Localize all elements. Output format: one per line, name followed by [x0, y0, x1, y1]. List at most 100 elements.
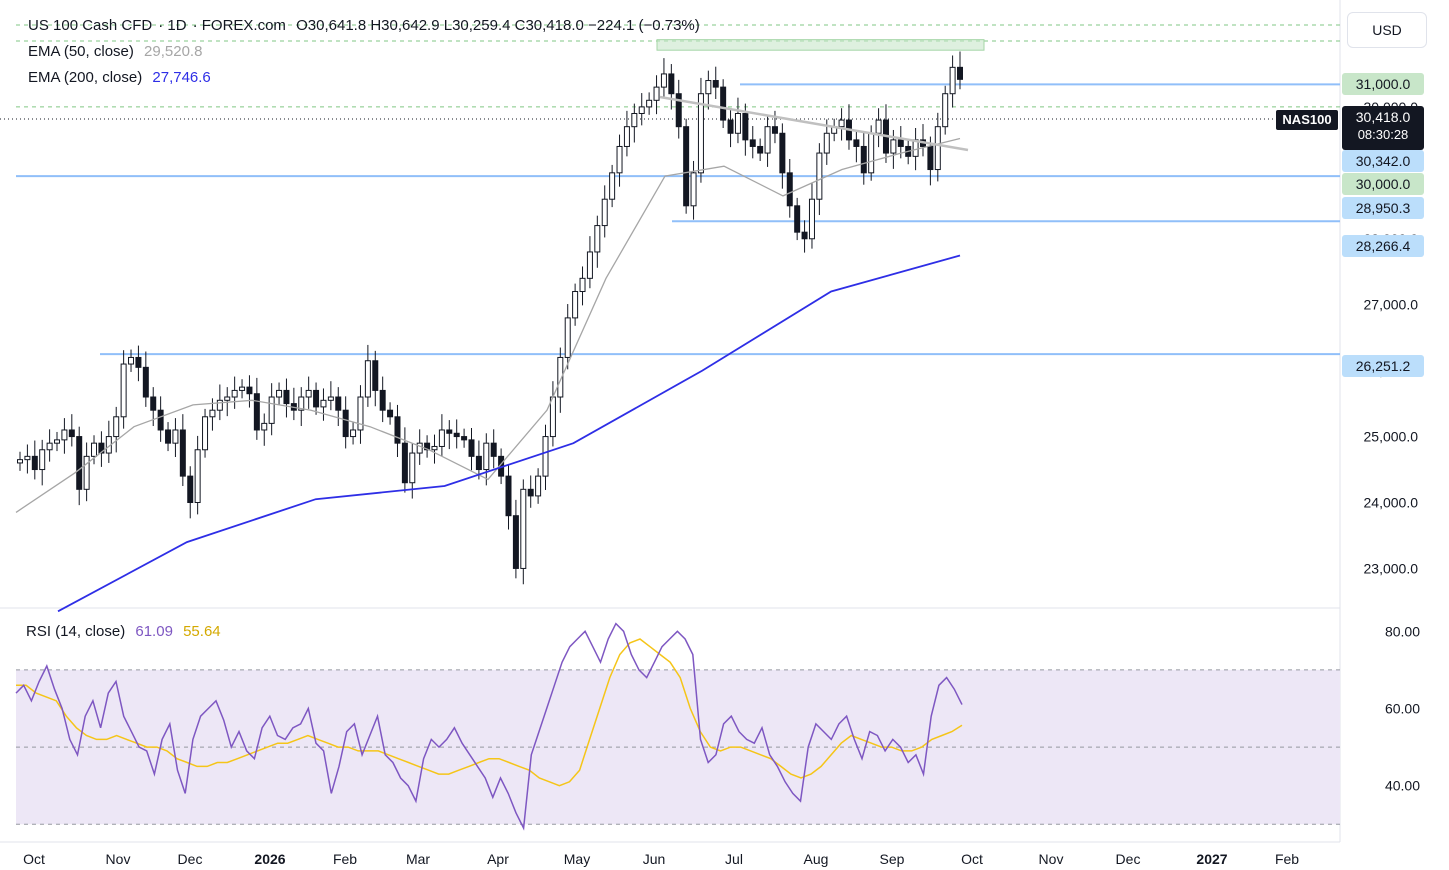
candle-body [572, 291, 579, 319]
candle-body [771, 126, 778, 134]
candle-body [549, 396, 556, 438]
candle-body [350, 429, 357, 438]
time-tick-label: 2026 [254, 851, 285, 867]
price-tick-label: 24,000.0 [1364, 495, 1419, 511]
candle-body [364, 360, 371, 398]
candle-body [372, 360, 379, 391]
candle-body [646, 99, 653, 108]
time-tick-label: Aug [804, 851, 829, 867]
candle-body [734, 112, 741, 134]
candle-body [631, 112, 638, 128]
candle-body [520, 488, 527, 569]
candle-body [194, 449, 201, 504]
rsi-tick-label: 80.00 [1385, 623, 1420, 639]
time-tick-label: Nov [1039, 851, 1064, 867]
symbol-badge: NAS100 [1276, 110, 1338, 130]
level-label-31000: 31,000.0 [1342, 73, 1424, 95]
symbol-name: US 100 Cash CFD [28, 17, 153, 34]
candle-body [764, 126, 771, 154]
rsi-line [15, 622, 963, 831]
symbol-legend: US 100 Cash CFD · 1D · FOREX.com O30,641.8… [28, 17, 700, 34]
candle-body [934, 126, 941, 171]
candle-body [142, 366, 149, 398]
candle-body [712, 80, 719, 88]
rsi-tick-label: 40.00 [1385, 778, 1420, 794]
candle-body [705, 80, 712, 95]
candle-body [239, 386, 246, 391]
candle-body [897, 139, 904, 147]
candle-body [742, 112, 749, 141]
ema200-line [57, 254, 961, 613]
candle-body [890, 139, 897, 154]
candle-body [298, 396, 305, 411]
time-tick-label: Nov [106, 851, 131, 867]
candle-body [68, 429, 75, 438]
candle-body [623, 126, 630, 147]
candle-body [335, 396, 342, 411]
candle-body [668, 73, 675, 95]
candle-body [609, 172, 616, 200]
candle-body [135, 356, 142, 368]
currency-button[interactable]: USD [1347, 12, 1427, 48]
last-price: 30,418.0 [1355, 109, 1411, 125]
candle-body [638, 106, 645, 114]
rsi-label: RSI (14, close) [26, 623, 126, 640]
candle-body [801, 231, 808, 240]
candle-body [749, 139, 756, 147]
candle-body [76, 436, 83, 490]
candle-body [579, 277, 586, 293]
candle-body [231, 389, 238, 398]
time-tick-label: Dec [178, 851, 203, 867]
candle-body [276, 389, 283, 398]
candle-body [128, 356, 135, 365]
candle-body [942, 93, 949, 128]
descending-trendline [659, 95, 969, 152]
candle-body [616, 145, 623, 174]
candle-body [224, 396, 231, 401]
candle-body [202, 416, 209, 451]
candle-body [660, 73, 667, 88]
candle-body [313, 389, 320, 408]
candle-body [949, 66, 956, 95]
ema200-label: EMA (200, close) [28, 69, 143, 86]
candle-body [409, 452, 416, 484]
candle-body [209, 409, 216, 418]
resistance-zone [656, 39, 985, 51]
candle-body [927, 145, 934, 171]
candle-body [261, 422, 268, 431]
candle-body [586, 251, 593, 279]
candle-body [446, 429, 453, 434]
ema50-value: 29,520.8 [144, 43, 203, 60]
candle-body [564, 317, 571, 358]
time-tick-label: Mar [406, 851, 430, 867]
candle-body [91, 442, 98, 457]
time-tick-label: Apr [487, 851, 509, 867]
candle-body [150, 396, 157, 411]
time-tick-label: Jun [643, 851, 666, 867]
candle-body [246, 386, 253, 395]
candle-body [468, 439, 475, 457]
level-label-28950: 28,950.3 [1342, 197, 1424, 219]
time-tick-label: Oct [961, 851, 983, 867]
candle-body [327, 396, 334, 401]
candle-body [379, 389, 386, 411]
candle-body [720, 86, 727, 121]
source-label: FOREX.com [201, 17, 286, 34]
candle-body [98, 442, 105, 454]
candle-body [957, 66, 963, 80]
ema50-label: EMA (50, close) [28, 43, 134, 60]
candle-body [54, 439, 61, 444]
candle-body [305, 389, 312, 398]
candle-body [401, 442, 408, 484]
price-tick-label: 23,000.0 [1364, 560, 1419, 576]
ema200-value: 27,746.6 [152, 69, 211, 86]
candle-body [853, 139, 860, 147]
candle-body [187, 475, 194, 504]
candle-body [24, 455, 31, 461]
rsi-band [16, 669, 1340, 825]
candle-body [557, 356, 564, 398]
candle-body [31, 455, 38, 471]
candle-body [342, 409, 349, 438]
candle-body [808, 198, 815, 240]
